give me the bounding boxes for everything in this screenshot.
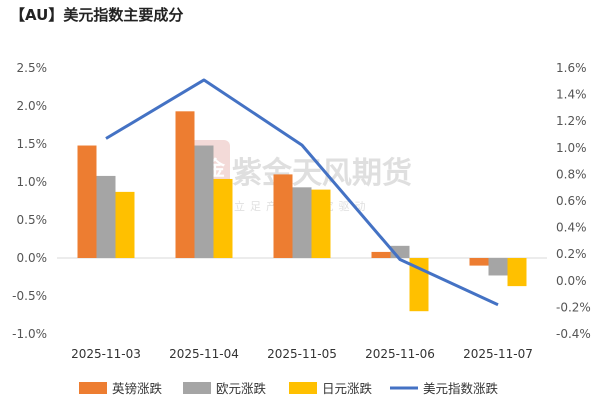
bar xyxy=(371,251,391,258)
legend-swatch xyxy=(183,382,211,394)
bar xyxy=(507,258,527,287)
bar xyxy=(115,191,135,258)
legend-label: 英镑涨跌 xyxy=(112,381,163,396)
category-label: 2025-11-06 xyxy=(365,347,435,361)
bar xyxy=(469,258,489,266)
bar xyxy=(273,174,293,258)
legend-label: 日元涨跌 xyxy=(322,381,373,396)
bar xyxy=(292,187,312,258)
right-tick-label: 1.6% xyxy=(556,61,587,75)
bar xyxy=(175,111,195,258)
right-tick-label: 1.4% xyxy=(556,88,587,102)
left-tick-label: 2.5% xyxy=(17,61,48,75)
right-tick-label: 0.2% xyxy=(556,247,587,261)
category-label: 2025-11-05 xyxy=(267,347,337,361)
legend-label: 美元指数涨跌 xyxy=(423,381,499,396)
right-tick-label: -0.4% xyxy=(556,327,591,341)
bar xyxy=(77,145,97,258)
category-label: 2025-11-03 xyxy=(71,347,141,361)
left-axis: 2.5% 2.0% 1.5% 1.0% 0.5% 0.0% -0.5% -1.0% xyxy=(12,61,47,341)
left-tick-label: 0.5% xyxy=(17,213,48,227)
left-tick-label: 1.5% xyxy=(17,137,48,151)
watermark-name: 紫金天风期货 xyxy=(232,156,412,191)
chart-title: 【AU】美元指数主要成分 xyxy=(10,6,184,24)
left-tick-label: -0.5% xyxy=(12,289,47,303)
left-tick-label: 1.0% xyxy=(17,175,48,189)
bar xyxy=(488,258,508,276)
left-tick-label: 2.0% xyxy=(17,99,48,113)
category-axis: 2025-11-03 2025-11-04 2025-11-05 2025-11-06… xyxy=(71,347,533,361)
category-label: 2025-11-04 xyxy=(169,347,239,361)
right-tick-label: 1.0% xyxy=(556,141,587,155)
right-tick-label: -0.2% xyxy=(556,300,591,314)
bar xyxy=(311,189,331,258)
line-series xyxy=(105,78,499,307)
legend-swatch xyxy=(289,382,317,394)
right-tick-label: 0.6% xyxy=(556,194,587,208)
legend-label: 欧元涨跌 xyxy=(216,381,267,396)
right-tick-label: 0.0% xyxy=(556,274,587,288)
right-tick-label: 0.4% xyxy=(556,221,587,235)
right-tick-label: 1.2% xyxy=(556,114,587,128)
bar xyxy=(96,175,116,258)
right-axis: 1.6% 1.4% 1.2% 1.0% 0.8% 0.6% 0.4% 0.2% 0.0% -0.2… xyxy=(556,61,591,341)
category-label: 2025-11-07 xyxy=(463,347,533,361)
bar-series xyxy=(77,111,527,312)
left-tick-label: -1.0% xyxy=(12,327,47,341)
right-tick-label: 0.8% xyxy=(556,167,587,181)
legend: 英镑涨跌 欧元涨跌 日元涨跌 美元指数涨跌 xyxy=(79,381,499,396)
legend-swatch xyxy=(79,382,107,394)
left-tick-label: 0.0% xyxy=(17,251,48,265)
bar xyxy=(194,145,214,258)
bar xyxy=(213,178,233,258)
